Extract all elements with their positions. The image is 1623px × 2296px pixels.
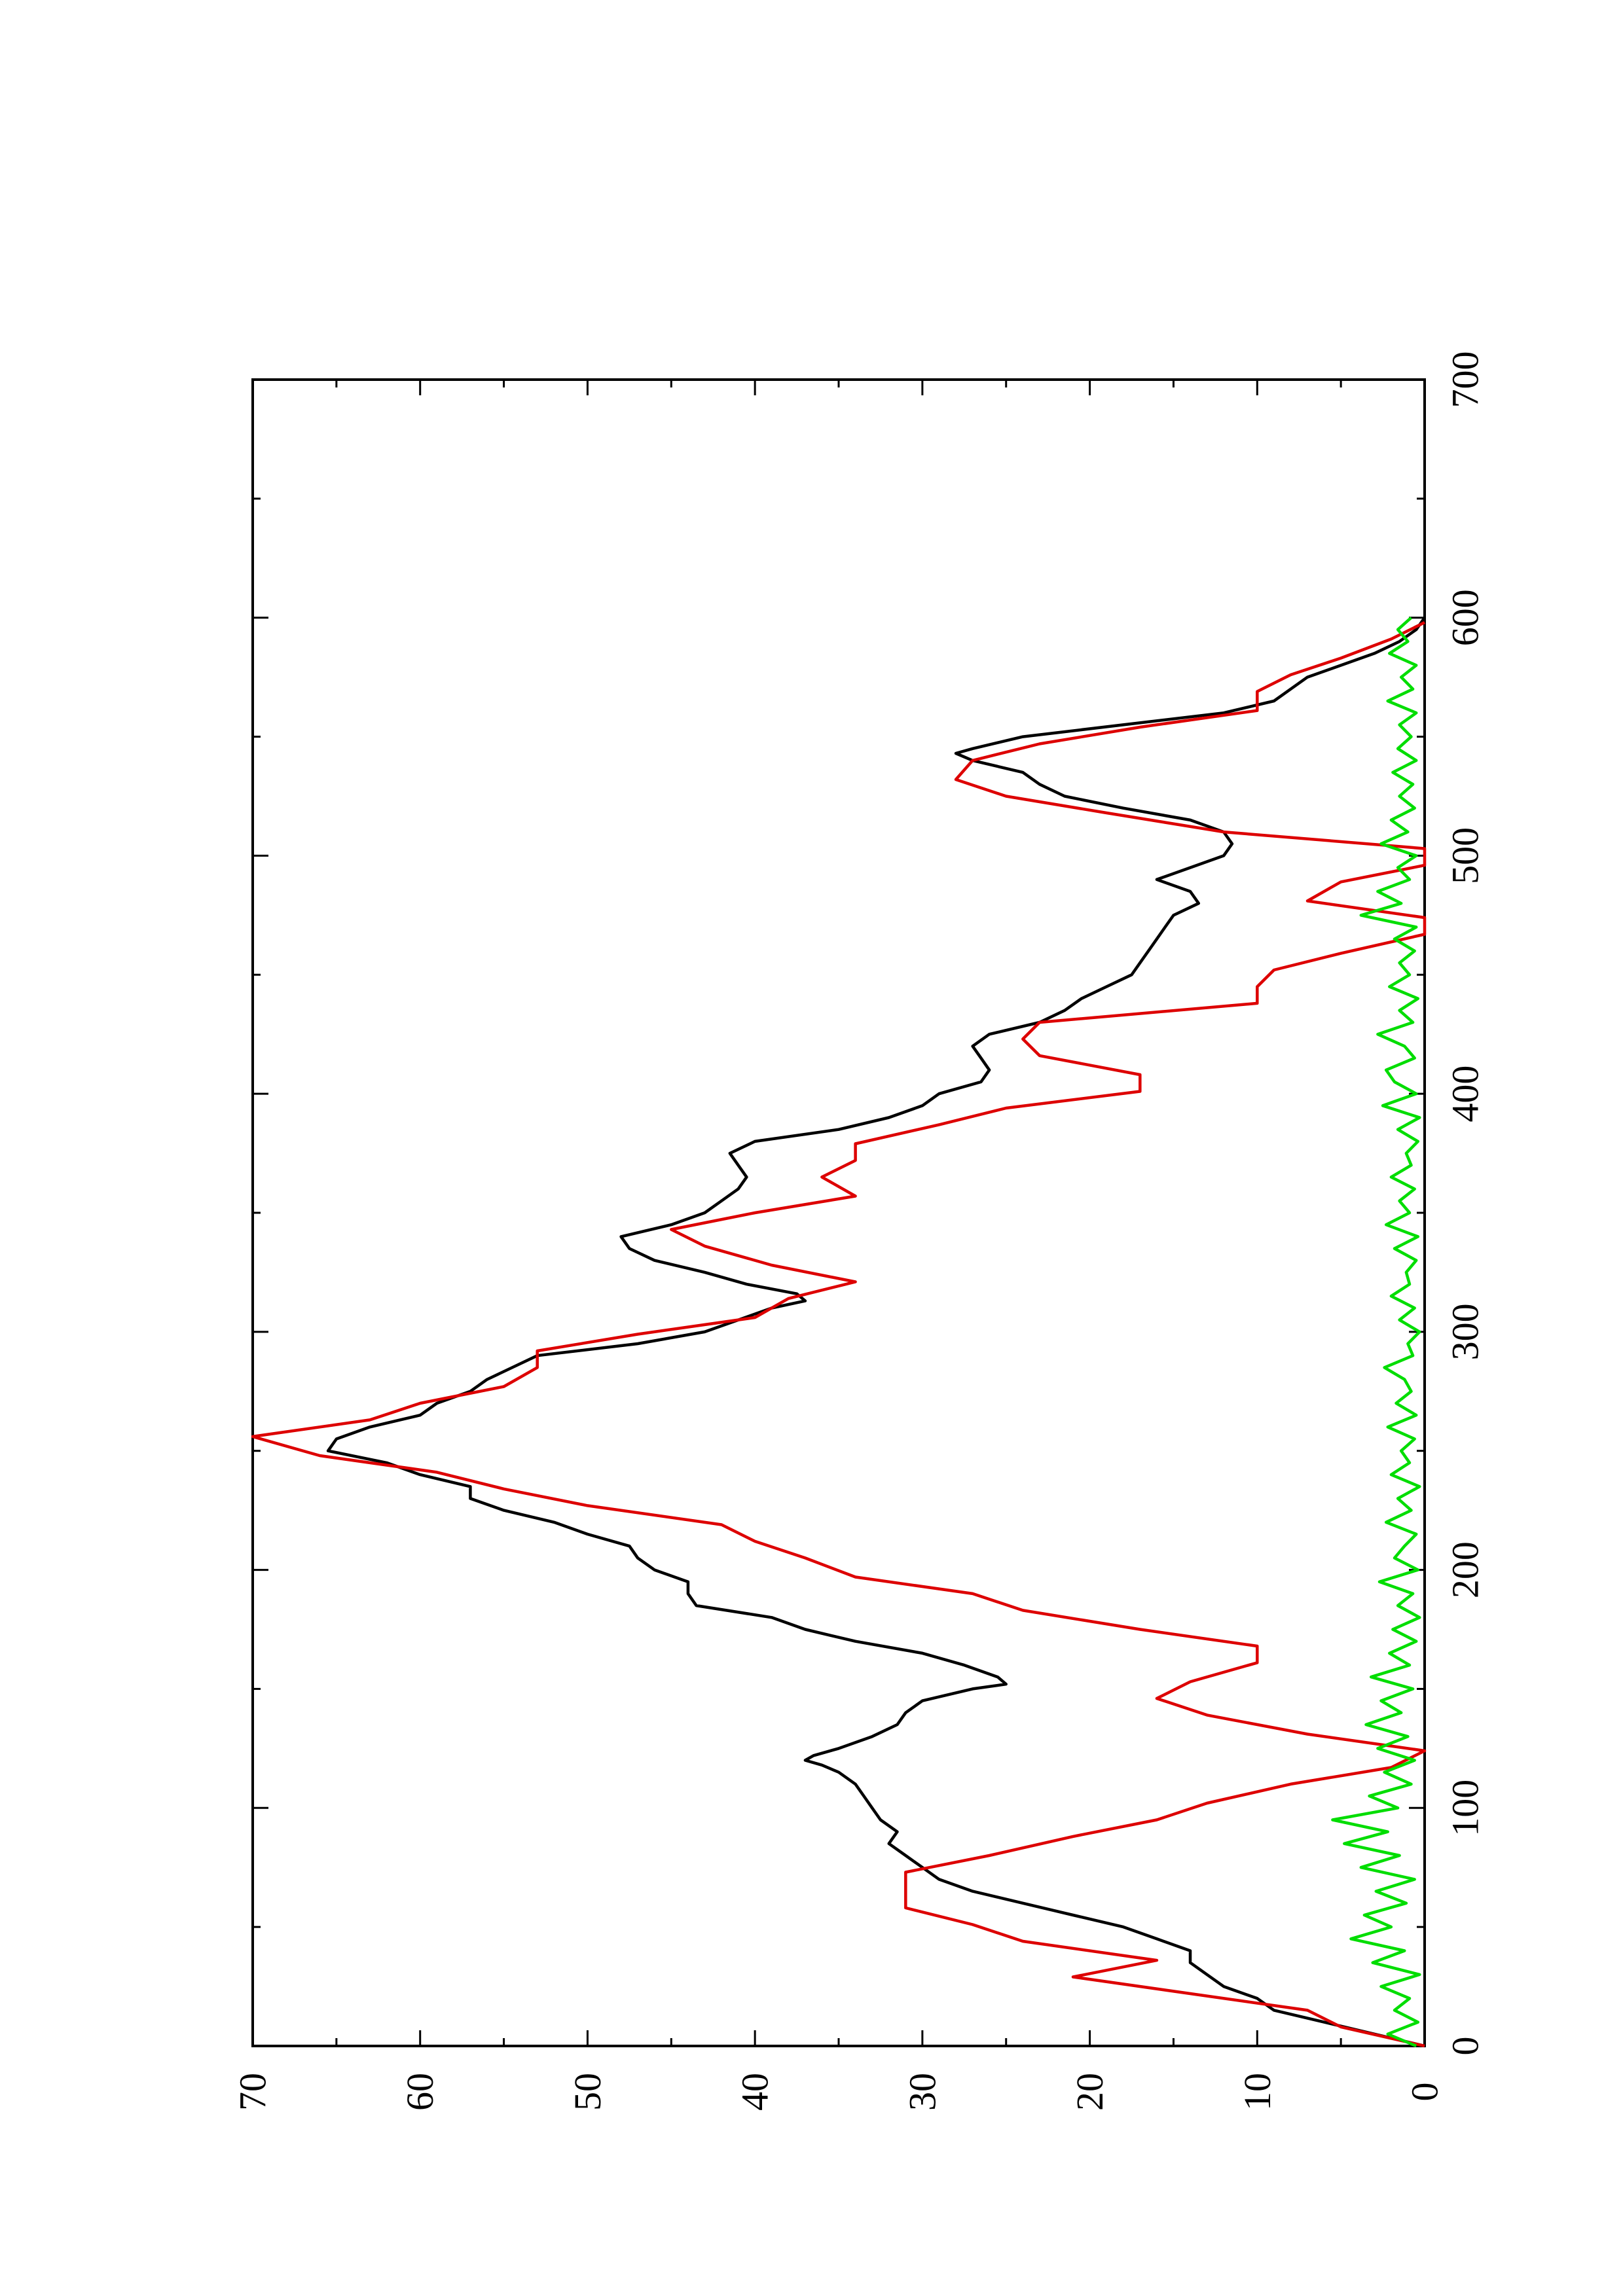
y-tick-label: 0 [1404,2083,1446,2102]
tick-labels: 0 100 200 300 400 500 600 700 0 10 20 30 40 50 60 70 [232,351,1487,2111]
y-tick-label: 40 [734,2073,776,2111]
y-tick-label: 10 [1236,2073,1279,2111]
series-group [251,617,1427,2048]
y-tick-label: 50 [566,2073,609,2111]
y-tick-label: 30 [901,2073,943,2111]
x-tick-label: 400 [1444,1066,1487,1122]
plot-frame [251,378,1426,2047]
x-tick-label: 0 [1444,2037,1487,2056]
series-line-3 [1331,617,1421,2048]
ticks [251,378,1426,2047]
x-tick-label: 700 [1444,351,1487,408]
x-tick-label: 100 [1444,1780,1487,1837]
y-tick-label: 60 [399,2073,441,2111]
y-tick-label: 20 [1068,2073,1111,2111]
x-tick-label: 300 [1444,1303,1487,1360]
y-tick-label: 70 [232,2073,274,2111]
x-tick-label: 200 [1444,1541,1487,1598]
x-tick-label: 500 [1444,827,1487,884]
series-line-2 [251,620,1427,2048]
series-line-1 [326,617,1426,2048]
x-tick-label: 600 [1444,589,1487,646]
